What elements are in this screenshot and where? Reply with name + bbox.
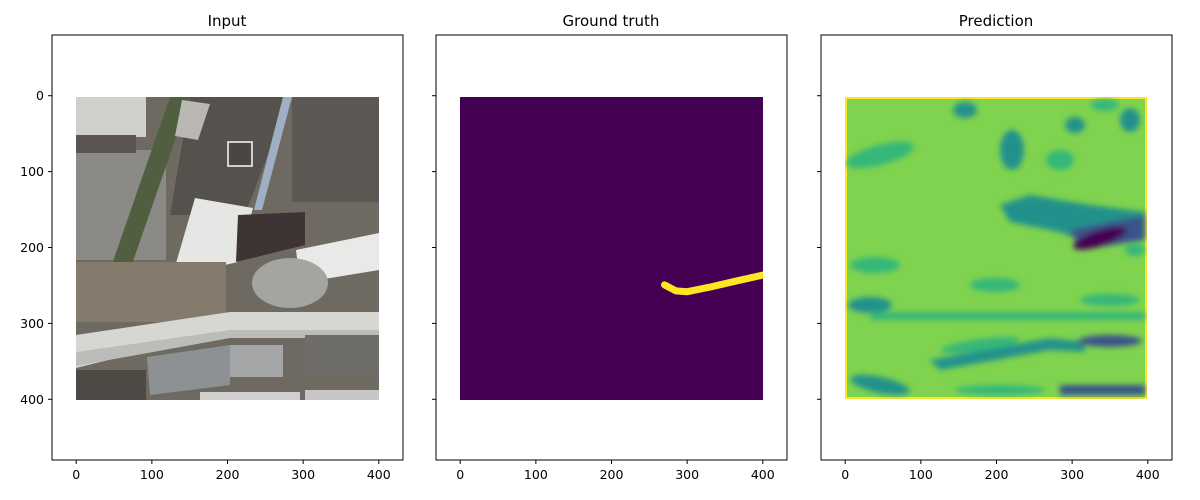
x-tick-label: 400 xyxy=(751,467,775,482)
panel-input: Input xyxy=(20,12,404,482)
x-tick-label: 0 xyxy=(841,467,849,482)
x-tick-label: 300 xyxy=(291,467,315,482)
mask-image xyxy=(460,97,763,400)
x-tick-label: 100 xyxy=(524,467,548,482)
x-tick-label: 0 xyxy=(72,467,80,482)
x-tick-label: 300 xyxy=(675,467,699,482)
y-tick-label: 300 xyxy=(20,316,44,331)
y-tick-label: 0 xyxy=(36,88,44,103)
aerial-image xyxy=(76,97,379,400)
panel-title-ground-truth: Ground truth xyxy=(563,12,660,30)
panel-title-prediction: Prediction xyxy=(959,12,1034,30)
x-tick-label: 300 xyxy=(1060,467,1084,482)
x-tick-label: 100 xyxy=(909,467,933,482)
panel-title-input: Input xyxy=(208,12,247,30)
ticks-input: 0 100 200 300 400 0 100 200 300 400 xyxy=(20,88,391,482)
x-tick-label: 200 xyxy=(985,467,1009,482)
y-tick-label: 200 xyxy=(20,240,44,255)
x-tick-label: 400 xyxy=(367,467,391,482)
prediction-heatmap xyxy=(845,97,1147,399)
x-tick-label: 0 xyxy=(456,467,464,482)
panel-prediction: Prediction xyxy=(817,12,1173,482)
x-tick-label: 100 xyxy=(140,467,164,482)
y-tick-label: 100 xyxy=(20,164,44,179)
mask-road-segment xyxy=(661,271,763,296)
x-tick-label: 400 xyxy=(1136,467,1160,482)
x-tick-label: 200 xyxy=(216,467,240,482)
x-tick-label: 200 xyxy=(600,467,624,482)
ticks-prediction: 0 100 200 300 400 xyxy=(817,95,1160,482)
panel-ground-truth: Ground truth 0 100 200 300 400 xyxy=(432,12,788,482)
y-tick-label: 400 xyxy=(20,392,44,407)
ticks-ground-truth: 0 100 200 300 400 xyxy=(432,95,775,482)
